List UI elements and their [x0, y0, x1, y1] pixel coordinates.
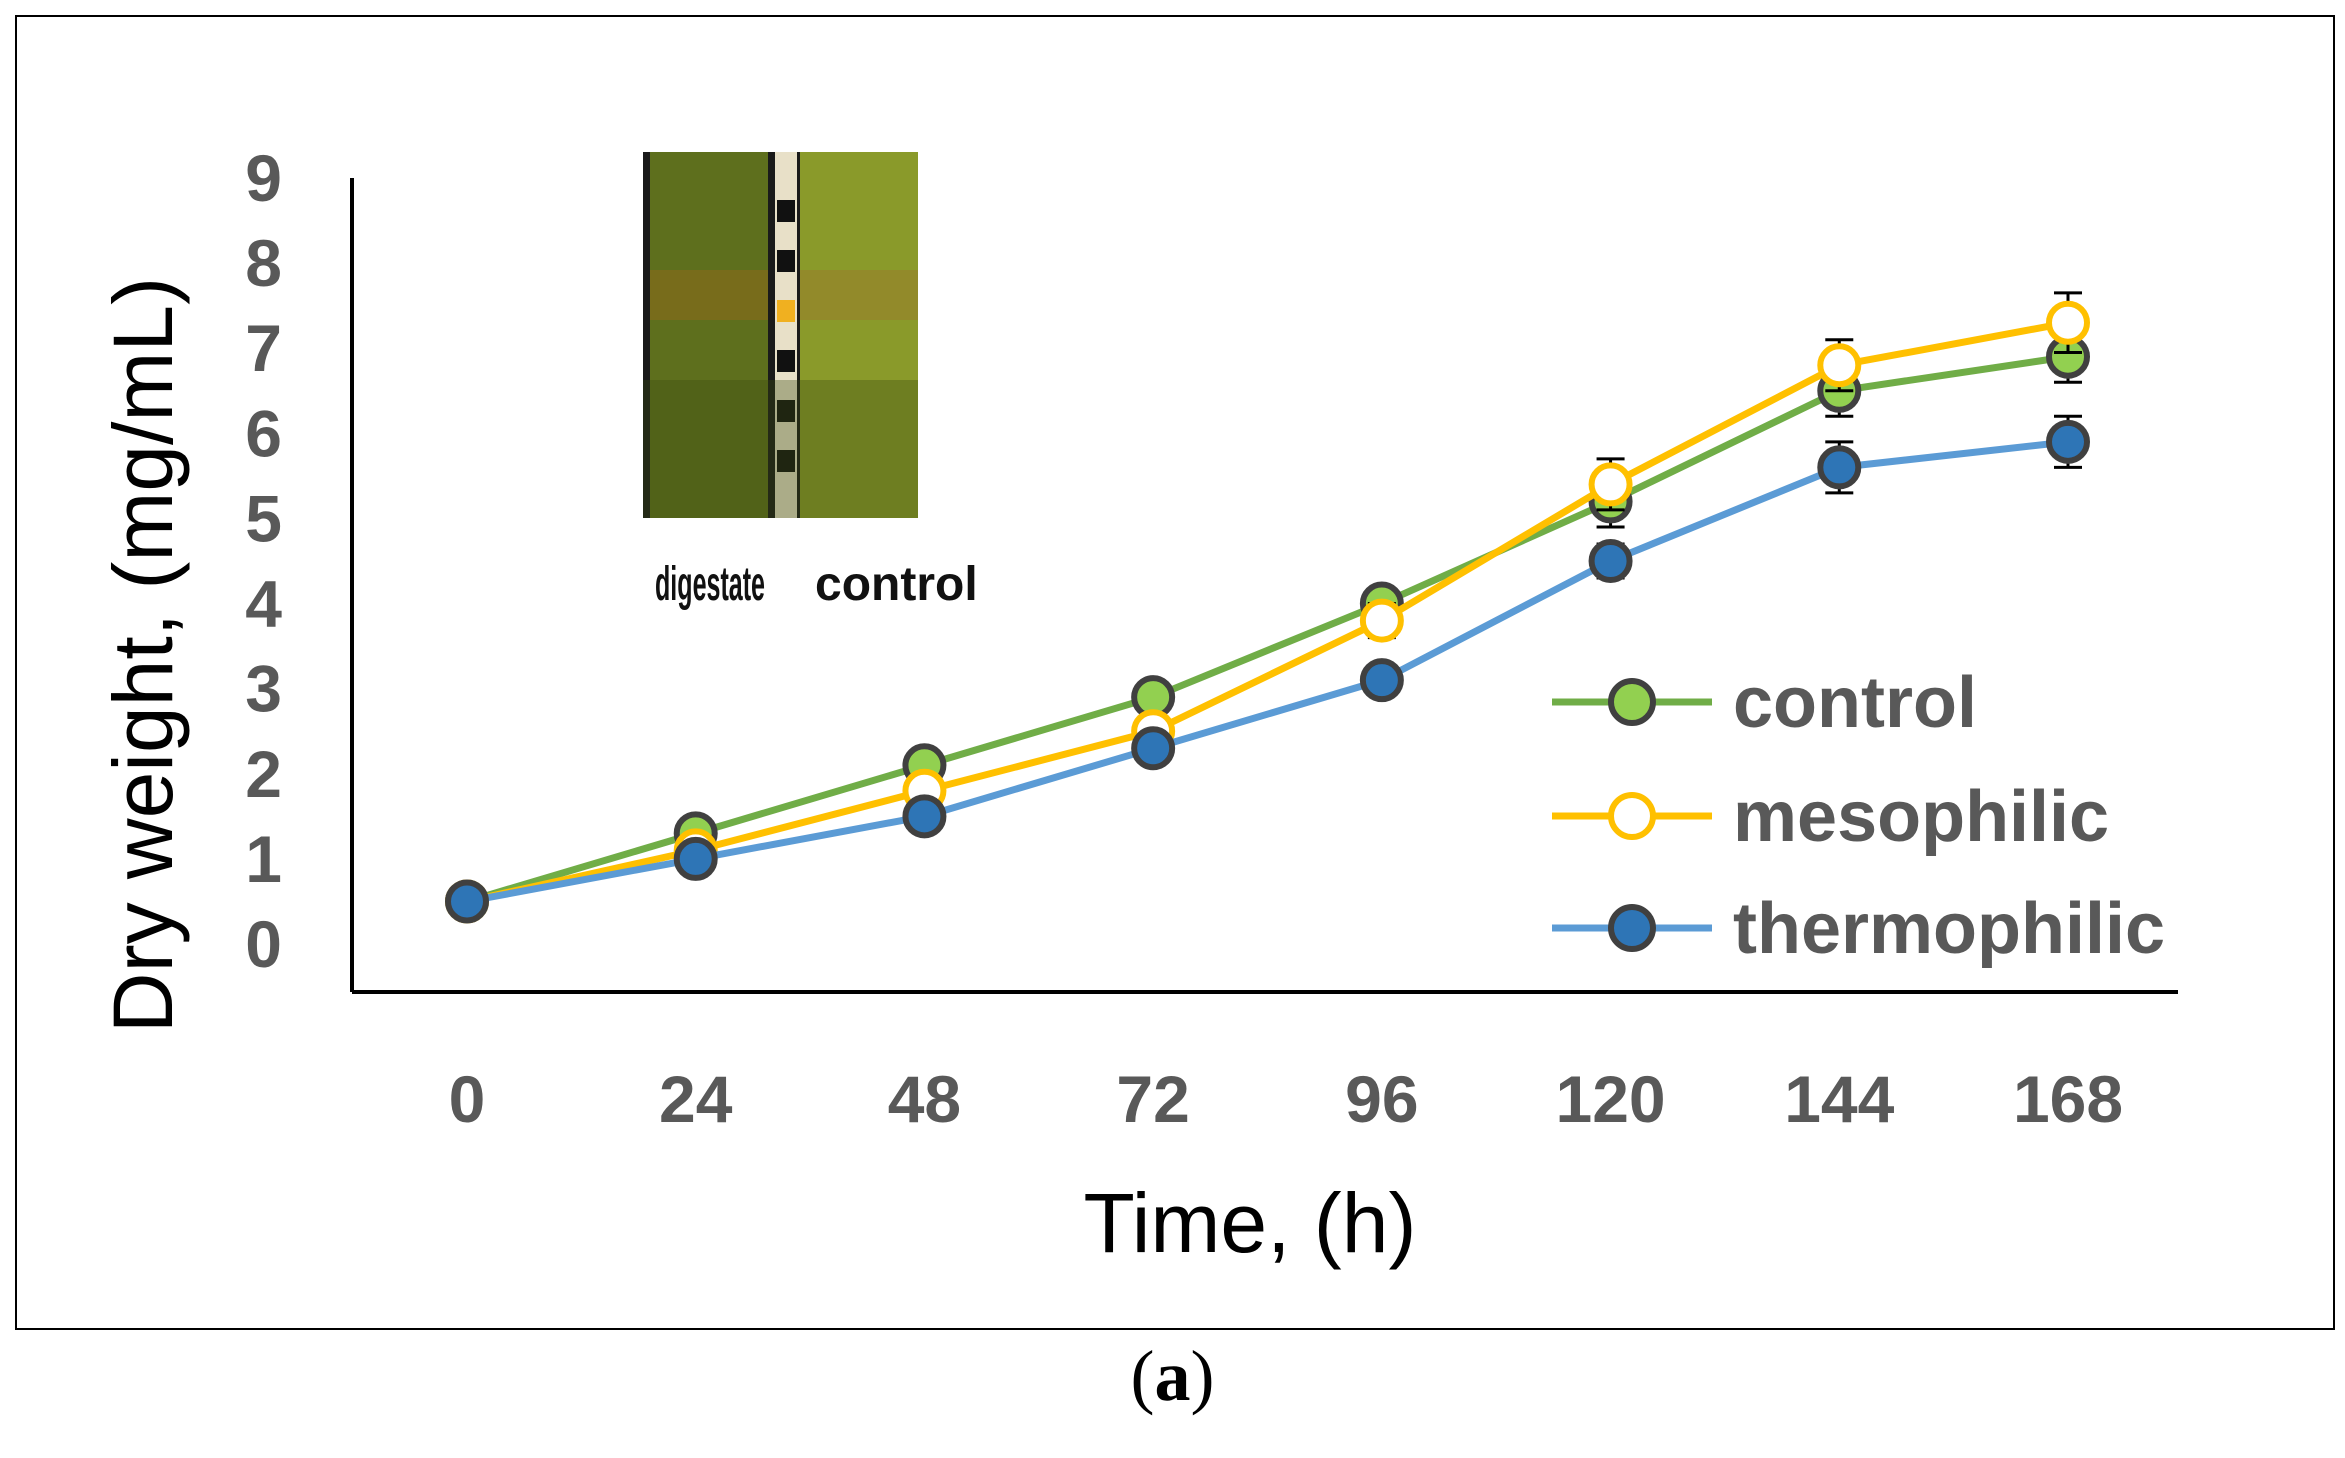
data-point: [1131, 726, 1176, 771]
inset-label-control: control: [815, 558, 978, 611]
data-point: [2046, 419, 2090, 464]
x-tick-labels: 0 24 48 72 96 120 144 168: [449, 1062, 2123, 1136]
data-point: [902, 794, 947, 839]
y-tick-label: 2: [245, 737, 282, 811]
y-tick-label: 8: [245, 226, 282, 300]
x-tick-label: 144: [1784, 1062, 1894, 1136]
y-tick-label: 1: [245, 822, 282, 896]
series-line: [466, 438, 2069, 905]
legend-item: thermophilic: [1552, 889, 2165, 969]
legend-label: mesophilic: [1733, 777, 2109, 857]
series-line: [466, 319, 2069, 905]
inset-photo: digestate control: [643, 152, 978, 611]
x-tick-label: 96: [1345, 1062, 1418, 1136]
y-tick-label: 6: [245, 396, 282, 470]
data-point: [1359, 598, 1404, 643]
series-thermophilic: [445, 414, 2090, 924]
x-axis-title: Time, (h): [1084, 1176, 1417, 1270]
y-tick-label: 4: [245, 567, 282, 641]
x-tick-label: 72: [1116, 1062, 1189, 1136]
legend-marker: [1608, 678, 1656, 726]
data-point: [2046, 300, 2090, 345]
y-tick-label: 5: [245, 481, 282, 555]
legend-item: mesophilic: [1552, 777, 2109, 857]
legend-label: thermophilic: [1733, 889, 2165, 969]
chart-frame: [15, 15, 2335, 1330]
series-line: [466, 353, 2069, 905]
x-tick-label: 0: [449, 1062, 486, 1136]
data-point: [673, 836, 718, 881]
x-tick-label: 48: [888, 1062, 961, 1136]
legend-marker: [1608, 904, 1656, 952]
data-point: [1359, 658, 1404, 703]
x-tick-label: 120: [1556, 1062, 1666, 1136]
y-axis-title: Dry weight, (mg/mL): [96, 277, 190, 1033]
data-point: [1588, 462, 1633, 507]
legend-label: control: [1733, 663, 1977, 743]
x-tick-label: 168: [2013, 1062, 2123, 1136]
data-point: [445, 879, 489, 924]
data-point: [1817, 445, 1862, 490]
legend-marker: [1608, 792, 1656, 840]
legend: control mesophilic thermophilic: [1552, 663, 2165, 969]
panel-label: (a): [1130, 1336, 1215, 1416]
inset-label-digestate: digestate: [655, 558, 765, 611]
y-tick-label: 3: [245, 652, 282, 726]
legend-item: control: [1552, 663, 1977, 743]
x-tick-label: 24: [659, 1062, 733, 1136]
y-tick-label: 0: [245, 907, 282, 981]
y-tick-label: 7: [245, 311, 282, 385]
series-layer: [445, 291, 2090, 924]
data-point: [1817, 343, 1862, 388]
data-point: [1588, 539, 1633, 583]
y-tick-labels: 0 1 2 3 4 5 6 7 8 9: [245, 141, 282, 981]
y-tick-label: 9: [245, 141, 282, 215]
